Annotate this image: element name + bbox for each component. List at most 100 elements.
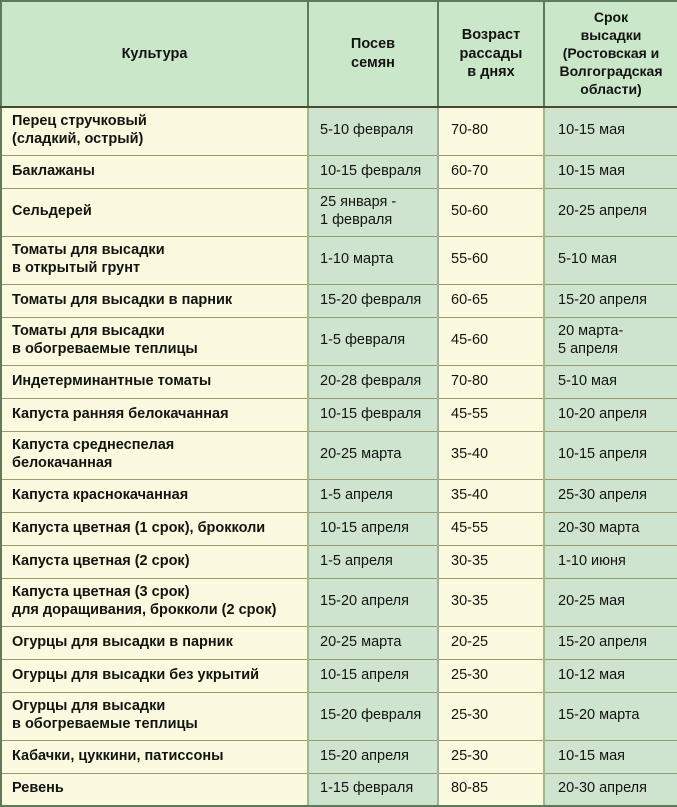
column-header-sowing: Посев семян bbox=[308, 0, 439, 108]
cell-culture: Огурцы для высадки в обогреваемые теплицы bbox=[0, 692, 309, 741]
text-line: 15-20 февраля bbox=[320, 707, 422, 724]
text-line: 5-10 мая bbox=[558, 372, 617, 389]
cell-culture: Ревень bbox=[0, 773, 309, 807]
text-line: Томаты для высадки bbox=[12, 242, 165, 259]
cell-planting-date: 10-15 апреля bbox=[544, 431, 677, 480]
text-line: 10-15 апреля bbox=[320, 519, 409, 536]
table-row: Индетерминантные томаты 20-28 февраля 70-8… bbox=[0, 365, 677, 399]
table-row: Томаты для высадки в открытый грунт 1-10 м… bbox=[0, 236, 677, 285]
text-line: Возраст bbox=[461, 27, 521, 44]
column-header-culture: Культура bbox=[0, 0, 309, 108]
text-line: 5 апреля bbox=[558, 341, 618, 357]
cell-seedling-age: 55-60 bbox=[438, 236, 545, 285]
cell-planting-date: 5-10 мая bbox=[544, 236, 677, 285]
table-row: Огурцы для высадки в обогреваемые теплицы… bbox=[0, 692, 677, 741]
text-line: Баклажаны bbox=[12, 162, 95, 179]
cell-planting-date: 15-20 марта bbox=[544, 692, 677, 741]
text-line: 25 января - bbox=[320, 194, 397, 211]
text-line: (сладкий, острый) bbox=[12, 131, 144, 148]
table-row: Сельдерей 25 января -1 февраля 50-60 20-25 … bbox=[0, 188, 677, 237]
text-line: 15-20 апреля bbox=[558, 291, 647, 308]
cell-culture: Перец стручковый (сладкий, острый) bbox=[0, 107, 309, 156]
text-line: Огурцы для высадки без укрытий bbox=[12, 666, 260, 683]
text-line: 1-10 июня bbox=[558, 552, 626, 569]
cell-sowing-date: 1-5 февраля bbox=[308, 317, 439, 366]
text-line: 10-15 апреля bbox=[558, 446, 647, 463]
text-line: 20 марта- bbox=[558, 323, 624, 340]
text-line: Срок bbox=[593, 9, 629, 26]
cell-seedling-age: 25-30 bbox=[438, 659, 545, 693]
text-line: высадки bbox=[580, 27, 642, 44]
text-line: Капуста цветная (2 срок) bbox=[12, 552, 190, 569]
cell-culture: Томаты для высадки в парник bbox=[0, 284, 309, 318]
text-line: 25-30 апреля bbox=[558, 486, 647, 503]
cell-seedling-age: 45-60 bbox=[438, 317, 545, 366]
cell-culture: Кабачки, цуккини, патиссоны bbox=[0, 740, 309, 774]
text-line: семян bbox=[351, 55, 395, 71]
cell-seedling-age: 30-35 bbox=[438, 578, 545, 627]
cell-culture: Томаты для высадки в обогреваемые теплицы bbox=[0, 317, 309, 366]
cell-seedling-age: 25-30 bbox=[438, 740, 545, 774]
cell-culture: Капуста цветная (1 срок), брокколи bbox=[0, 512, 309, 546]
text-line: Капуста краснокачанная bbox=[12, 486, 189, 503]
text-line: Перец стручковый bbox=[12, 113, 147, 130]
text-line: 10-15 мая bbox=[558, 122, 625, 139]
text-line: области) bbox=[580, 80, 642, 97]
cell-seedling-age: 30-35 bbox=[438, 545, 545, 579]
text-line: 20-25 мая bbox=[558, 593, 625, 610]
cell-seedling-age: 45-55 bbox=[438, 512, 545, 546]
text-line: 10-15 мая bbox=[558, 162, 625, 179]
text-line: 1-5 апреля bbox=[320, 486, 393, 503]
text-line: 1 февраля bbox=[320, 212, 393, 228]
cell-seedling-age: 45-55 bbox=[438, 398, 545, 432]
cell-culture: Огурцы для высадки в парник bbox=[0, 626, 309, 660]
cell-culture: Сельдерей bbox=[0, 188, 309, 237]
cell-sowing-date: 1-15 февраля bbox=[308, 773, 439, 807]
text-line: Томаты для высадки bbox=[12, 323, 165, 340]
text-line: рассады bbox=[459, 45, 523, 62]
text-line: в обогреваемые теплицы bbox=[12, 716, 198, 732]
cell-culture: Капуста среднеспелая белокачанная bbox=[0, 431, 309, 480]
text-line: Ревень bbox=[12, 780, 64, 797]
table-row: Перец стручковый (сладкий, острый) 5-10 фе… bbox=[0, 107, 677, 156]
text-line: 10-12 мая bbox=[558, 666, 625, 683]
text-line: 10-20 апреля bbox=[558, 405, 647, 422]
cell-planting-date: 15-20 апреля bbox=[544, 284, 677, 318]
text-line: в открытый грунт bbox=[12, 260, 141, 276]
text-line: Капуста цветная (3 срок) bbox=[12, 584, 190, 601]
text-line: 20-30 марта bbox=[558, 519, 640, 536]
table-row: Капуста цветная (2 срок) 1-5 апреля 30-35 1… bbox=[0, 545, 677, 579]
cell-sowing-date: 25 января -1 февраля bbox=[308, 188, 439, 237]
cell-seedling-age: 50-60 bbox=[438, 188, 545, 237]
text-line: 20-25 марта bbox=[320, 633, 402, 650]
text-line: Капуста ранняя белокачанная bbox=[12, 405, 229, 422]
cell-culture: Индетерминантные томаты bbox=[0, 365, 309, 399]
text-line: 20-25 марта bbox=[320, 446, 402, 463]
text-line: Культура bbox=[121, 45, 188, 62]
text-line: Волгоградская bbox=[559, 62, 663, 79]
cell-seedling-age: 60-65 bbox=[438, 284, 545, 318]
table-row: Капуста краснокачанная 1-5 апреля 35-40 25-… bbox=[0, 479, 677, 513]
text-line: Огурцы для высадки в парник bbox=[12, 633, 233, 650]
table-row: Томаты для высадки в обогреваемые теплицы… bbox=[0, 317, 677, 366]
text-line: 20-25 апреля bbox=[558, 203, 647, 220]
table-header: Культура Посев семян Возраст рассады в днях… bbox=[0, 0, 677, 108]
cell-planting-date: 15-20 апреля bbox=[544, 626, 677, 660]
text-line: Огурцы для высадки bbox=[12, 698, 166, 715]
table-row: Огурцы для высадки без укрытий 10-15 апре… bbox=[0, 659, 677, 693]
text-line: Индетерминантные томаты bbox=[12, 372, 212, 389]
text-line: 20-28 февраля bbox=[320, 372, 422, 389]
table-row: Томаты для высадки в парник 15-20 февраля… bbox=[0, 284, 677, 318]
text-line: для доращивания, брокколи (2 срок) bbox=[12, 602, 277, 618]
column-header-seedling-age: Возраст рассады в днях bbox=[438, 0, 545, 108]
cell-planting-date: 1-10 июня bbox=[544, 545, 677, 579]
table-row: Капуста среднеспелая белокачанная 20-25 ма… bbox=[0, 431, 677, 480]
text-line: 15-20 февраля bbox=[320, 291, 422, 308]
cell-sowing-date: 1-5 апреля bbox=[308, 545, 439, 579]
cell-planting-date: 10-15 мая bbox=[544, 740, 677, 774]
text-line: 1-15 февраля bbox=[320, 780, 414, 797]
cell-culture: Капуста цветная (2 срок) bbox=[0, 545, 309, 579]
text-line: 5-10 февраля bbox=[320, 122, 414, 139]
cell-culture: Капуста цветная (3 срок) для доращивания,… bbox=[0, 578, 309, 627]
